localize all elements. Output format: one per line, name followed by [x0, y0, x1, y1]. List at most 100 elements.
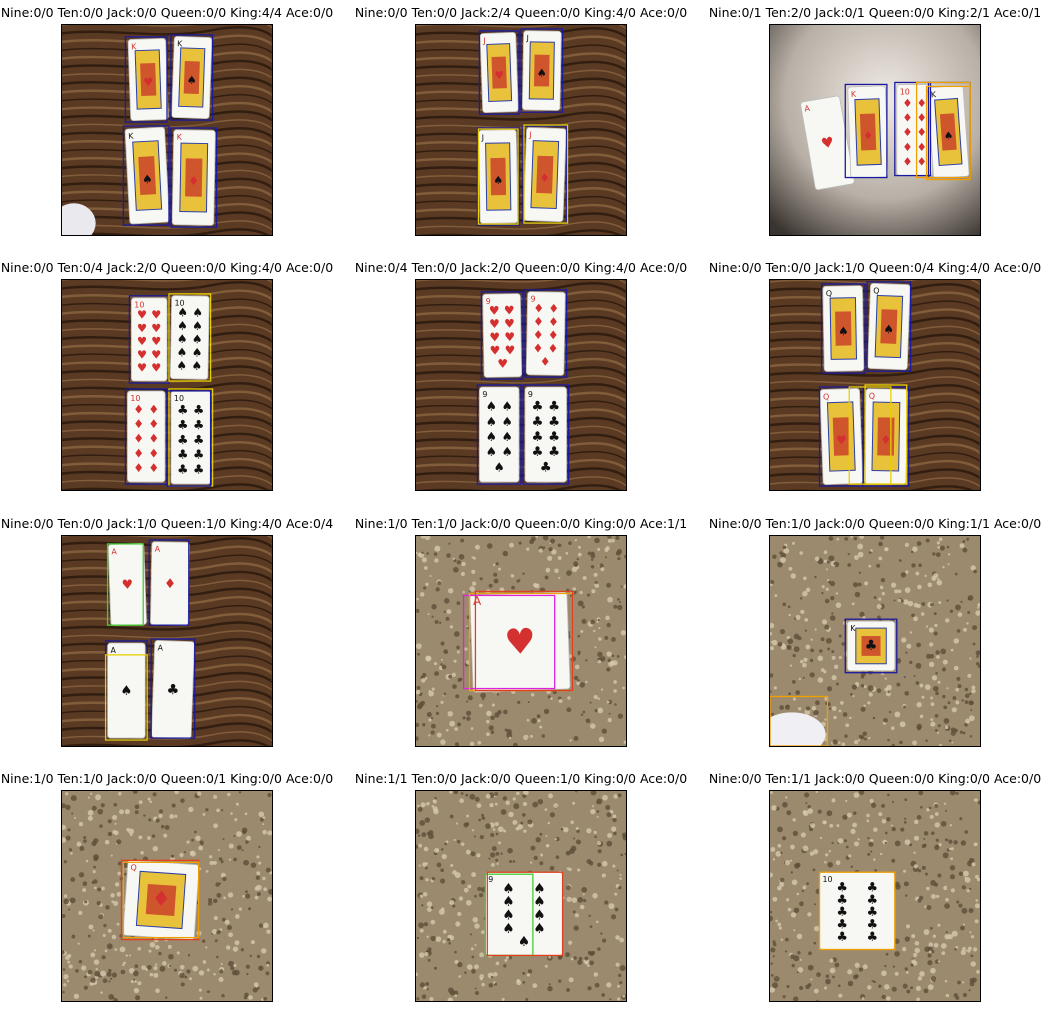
- svg-text:♥: ♥: [489, 343, 500, 357]
- detection-image: A ♥ K ♦ 10 ♦ ♦ ♦ ♦ ♦ ♦ ♦ ♦ ♦ ♦ K ♠: [769, 24, 981, 236]
- playing-card: 10♦ ♦♦ ♦♦ ♦♦ ♦♦ ♦: [126, 390, 166, 483]
- playing-card: K♣: [846, 620, 896, 672]
- svg-text:♥: ♥: [504, 330, 515, 344]
- svg-text:♣: ♣: [177, 402, 188, 417]
- svg-text:♣: ♣: [548, 400, 560, 415]
- bounding-box: [476, 384, 522, 485]
- svg-text:♠: ♠: [518, 934, 530, 950]
- playing-card: A♥: [469, 591, 571, 693]
- bounding-box: [522, 384, 570, 485]
- svg-text:♥: ♥: [820, 135, 835, 153]
- playing-card: 9♥ ♥♥ ♥♥ ♥♥ ♥♥: [482, 293, 523, 378]
- svg-text:♥: ♥: [151, 347, 161, 361]
- svg-text:♥: ♥: [489, 304, 500, 318]
- svg-text:♥: ♥: [151, 361, 161, 375]
- playing-card: K♠: [124, 126, 170, 225]
- playing-card: J♠: [478, 129, 519, 224]
- svg-text:♦: ♦: [148, 417, 159, 431]
- svg-text:♦: ♦: [188, 173, 199, 188]
- svg-text:♣: ♣: [193, 432, 204, 447]
- svg-text:♠: ♠: [186, 74, 197, 87]
- svg-text:♦: ♦: [548, 302, 559, 316]
- detection-image: K ♥ K ♠ K ♠ K ♦: [61, 24, 273, 236]
- svg-text:♠: ♠: [501, 414, 512, 429]
- svg-text:♥: ♥: [497, 357, 508, 371]
- result-panel: Nine:0/0 Ten:0/0 Jack:2/4 Queen:0/0 King…: [355, 0, 715, 240]
- svg-text:♦: ♦: [917, 111, 927, 125]
- svg-text:Q: Q: [130, 863, 137, 872]
- playing-card: K♠: [927, 85, 970, 179]
- svg-text:♥: ♥: [836, 433, 847, 447]
- svg-text:♣: ♣: [548, 415, 560, 430]
- background-object: [770, 712, 826, 746]
- svg-text:♥: ♥: [121, 578, 133, 593]
- playing-card: A♥: [107, 543, 147, 627]
- bounding-box: [170, 34, 214, 121]
- detection-image: Q ♠ Q ♠ Q ♥ Q ♦: [769, 279, 981, 491]
- svg-text:♦: ♦: [148, 403, 159, 417]
- svg-text:♠: ♠: [486, 399, 497, 414]
- playing-card: J♥: [479, 32, 519, 114]
- bounding-box: [486, 871, 564, 957]
- svg-text:♠: ♠: [502, 894, 514, 910]
- bounding-box: [844, 618, 898, 674]
- svg-text:J: J: [528, 130, 532, 139]
- playing-card: J♦: [523, 127, 567, 223]
- bounding-box: [480, 291, 524, 380]
- background-object: [62, 203, 96, 235]
- svg-text:♣: ♣: [193, 417, 204, 432]
- svg-text:K: K: [851, 90, 857, 99]
- svg-text:9: 9: [488, 875, 493, 884]
- svg-text:♣: ♣: [531, 415, 543, 430]
- svg-text:♦: ♦: [902, 111, 912, 125]
- bounding-box: [925, 85, 971, 181]
- playing-card: A♥: [800, 95, 855, 191]
- detection-image: 10 ♣ ♣ ♣ ♣ ♣ ♣ ♣ ♣ ♣ ♣: [769, 790, 981, 1002]
- svg-text:♣: ♣: [866, 930, 878, 945]
- svg-text:♠: ♠: [177, 305, 188, 319]
- svg-text:9: 9: [530, 295, 535, 304]
- svg-text:10: 10: [174, 394, 184, 403]
- svg-text:♣: ♣: [836, 930, 848, 945]
- svg-text:♠: ♠: [177, 332, 188, 346]
- svg-text:♣: ♣: [177, 462, 188, 477]
- svg-text:♣: ♣: [548, 445, 560, 460]
- playing-card: 9♣ ♣♣ ♣♣ ♣♣ ♣♣: [524, 386, 567, 483]
- svg-text:♥: ♥: [489, 330, 500, 344]
- playing-card: A♣: [151, 640, 195, 740]
- detection-image: J ♥ J ♠ J ♠ J ♦: [415, 24, 627, 236]
- svg-text:10: 10: [900, 87, 910, 96]
- svg-text:♠: ♠: [192, 345, 203, 359]
- svg-text:K: K: [850, 624, 856, 633]
- bounding-box: [864, 384, 908, 485]
- svg-text:♥: ♥: [137, 334, 147, 348]
- svg-text:♦: ♦: [532, 341, 543, 355]
- svg-text:Q: Q: [869, 392, 875, 401]
- svg-text:♥: ♥: [151, 307, 161, 321]
- svg-text:♠: ♠: [537, 67, 547, 80]
- playing-card: K♦: [171, 129, 216, 226]
- bounding-box: [520, 28, 564, 113]
- svg-text:♣: ♣: [177, 432, 188, 447]
- svg-text:♣: ♣: [866, 905, 878, 920]
- svg-text:♣: ♣: [531, 445, 543, 460]
- svg-text:9: 9: [528, 390, 533, 399]
- svg-text:K: K: [931, 90, 938, 99]
- svg-text:J: J: [525, 34, 529, 43]
- svg-text:♠: ♠: [493, 174, 503, 187]
- result-panel: Nine:0/0 Ten:1/1 Jack:0/0 Queen:0/0 King…: [709, 766, 1043, 1006]
- svg-text:10: 10: [823, 875, 833, 884]
- svg-text:♥: ♥: [504, 303, 515, 317]
- playing-card: 9♠ ♠♠ ♠♠ ♠♠ ♠♠: [484, 871, 563, 956]
- playing-card: J♠: [521, 30, 562, 111]
- result-panel: Nine:1/0 Ten:1/0 Jack:0/0 Queen:0/1 King…: [1, 766, 361, 1006]
- svg-text:A: A: [111, 646, 117, 655]
- svg-text:♦: ♦: [151, 886, 172, 912]
- svg-text:♠: ♠: [533, 894, 545, 910]
- svg-text:♣: ♣: [166, 682, 179, 698]
- svg-text:♦: ♦: [880, 432, 891, 447]
- svg-text:♦: ♦: [548, 328, 559, 342]
- svg-text:A: A: [157, 643, 163, 652]
- svg-text:♦: ♦: [148, 446, 159, 460]
- bounding-box: [124, 36, 168, 123]
